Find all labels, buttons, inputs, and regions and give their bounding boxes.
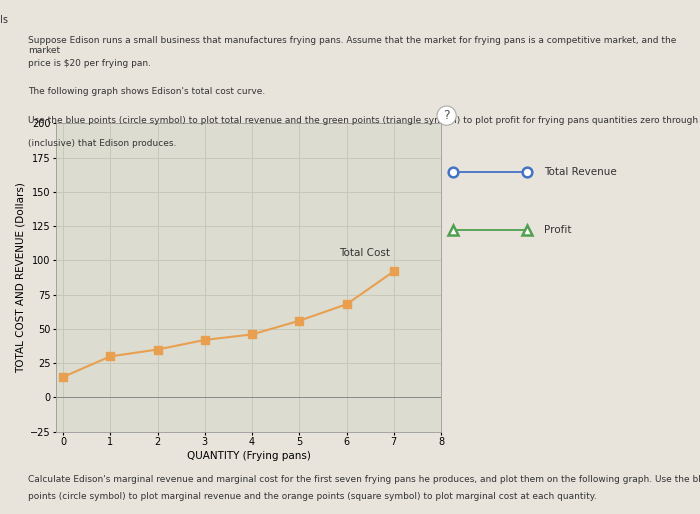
Text: Use the blue points (circle symbol) to plot total revenue and the green points (: Use the blue points (circle symbol) to p… (28, 116, 700, 125)
Text: Calculate Edison's marginal revenue and marginal cost for the first seven frying: Calculate Edison's marginal revenue and … (28, 475, 700, 485)
Text: (inclusive) that Edison produces.: (inclusive) that Edison produces. (28, 139, 176, 148)
Text: ?: ? (443, 109, 450, 122)
Text: Profit: Profit (544, 225, 571, 235)
Text: points (circle symbol) to plot marginal revenue and the orange points (square sy: points (circle symbol) to plot marginal … (28, 492, 596, 502)
Text: Total Revenue: Total Revenue (544, 168, 617, 177)
Y-axis label: TOTAL COST AND REVENUE (Dollars): TOTAL COST AND REVENUE (Dollars) (15, 182, 26, 373)
Text: price is $20 per frying pan.: price is $20 per frying pan. (28, 59, 151, 68)
Text: Is: Is (0, 15, 8, 25)
Text: The following graph shows Edison's total cost curve.: The following graph shows Edison's total… (28, 87, 265, 97)
Text: Total Cost: Total Cost (340, 248, 391, 258)
Text: Suppose Edison runs a small business that manufactures frying pans. Assume that : Suppose Edison runs a small business tha… (28, 36, 676, 56)
X-axis label: QUANTITY (Frying pans): QUANTITY (Frying pans) (187, 451, 310, 462)
